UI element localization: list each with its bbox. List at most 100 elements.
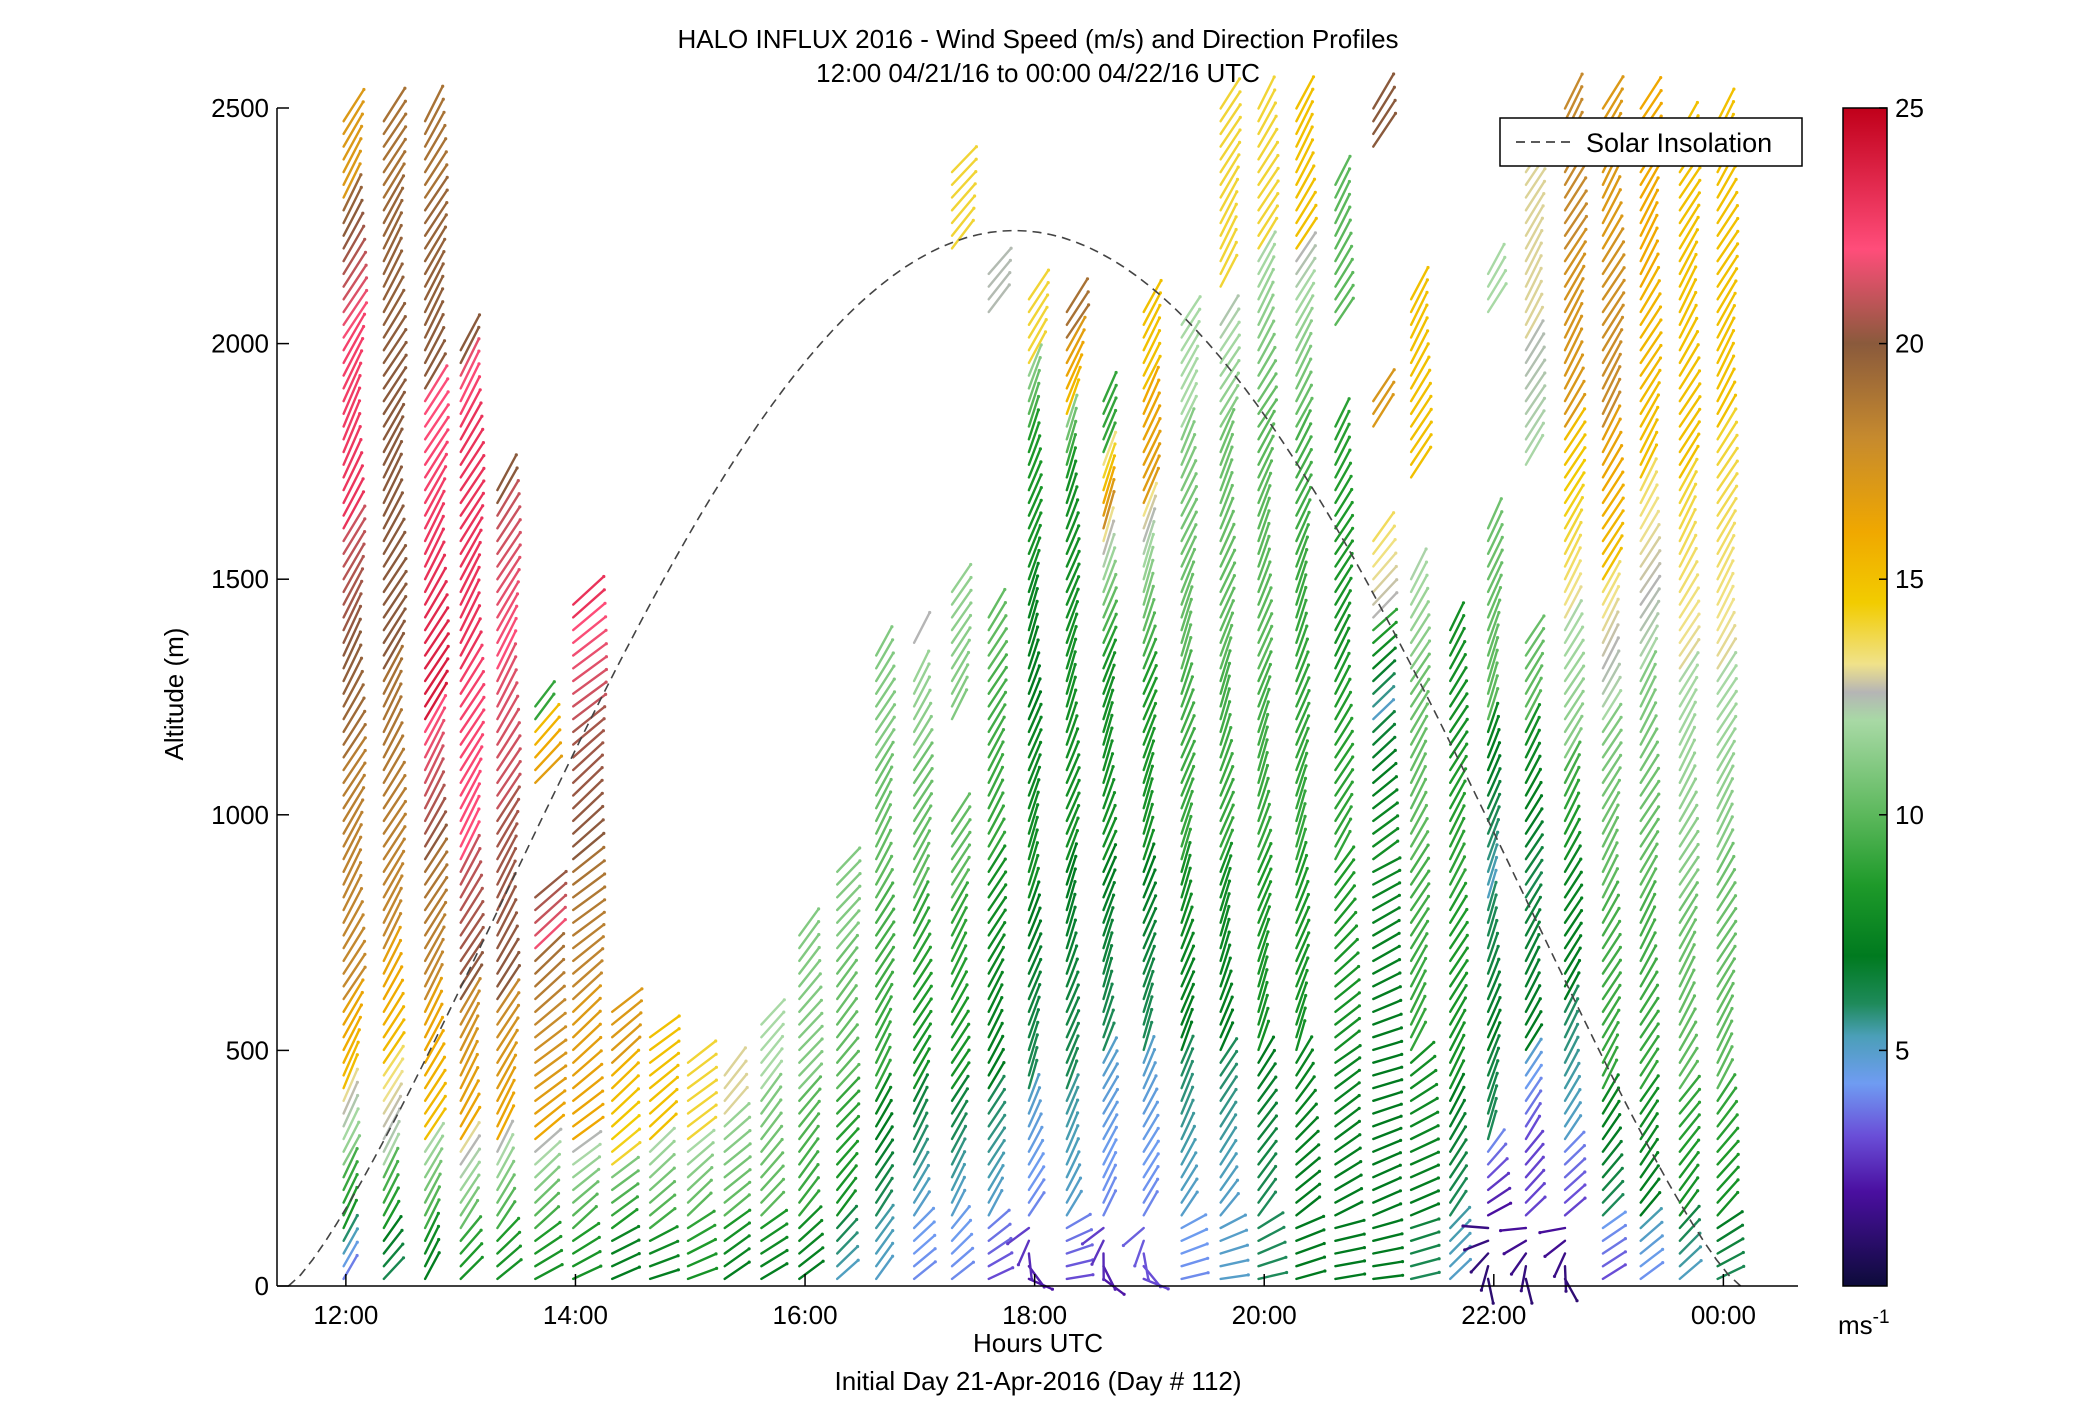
wind-barb-tip: [443, 123, 447, 128]
wind-barb-tip: [402, 402, 406, 407]
wind-barb: [1563, 289, 1584, 326]
wind-barb: [1563, 572, 1582, 606]
wind-barb: [1601, 1009, 1621, 1039]
wind-barb: [1639, 637, 1658, 670]
wind-barb-tip: [1272, 319, 1276, 323]
wind-barb-tip: [1039, 511, 1043, 515]
wind-barb-tip: [1110, 944, 1114, 948]
wind-barb: [1142, 689, 1158, 721]
wind-barb-tip: [1425, 714, 1429, 718]
wind-barb-tip: [363, 517, 367, 521]
wind-barb-tip: [675, 1075, 680, 1079]
wind-barb-tip: [599, 1264, 603, 1268]
wind-barb-tip: [363, 250, 368, 254]
wind-barb: [1027, 1008, 1040, 1039]
wind-barb: [1295, 435, 1313, 466]
wind-barb-tip: [1579, 1114, 1583, 1118]
wind-barb-tip: [1347, 409, 1351, 413]
wind-barb-tip: [355, 1147, 359, 1151]
wind-barb-tip: [477, 1147, 482, 1151]
wind-barb: [1601, 933, 1622, 963]
wind-barb: [1716, 790, 1734, 823]
wind-barb: [836, 1076, 860, 1103]
wind-barb-tip: [358, 617, 362, 621]
wind-barb: [912, 842, 930, 873]
wind-barb-tip: [1654, 701, 1658, 705]
wind-barb: [1510, 1252, 1528, 1276]
wind-barb-tip: [518, 530, 522, 535]
wind-barb: [1524, 422, 1545, 454]
wind-barb-tip: [357, 1120, 361, 1124]
wind-barb: [950, 894, 968, 924]
wind-barb-tip: [1584, 227, 1588, 231]
wind-barb: [723, 1115, 751, 1141]
wind-barb-tip: [1660, 1220, 1664, 1224]
wind-barb-tip: [1192, 727, 1196, 731]
wind-barb-tip: [1192, 714, 1196, 718]
wind-barb-tip: [1656, 1164, 1660, 1168]
wind-barb-tip: [1156, 1126, 1160, 1130]
wind-barb: [648, 1064, 680, 1090]
wind-barb-tip: [1229, 841, 1234, 846]
wind-barb-tip: [1238, 90, 1242, 94]
wind-barb: [342, 1147, 359, 1179]
wind-barb-tip: [1274, 1075, 1278, 1079]
wind-barb: [1639, 443, 1658, 479]
wind-barb: [1295, 1019, 1307, 1052]
wind-barb-tip: [714, 1115, 718, 1119]
wind-barb-tip: [1496, 1059, 1500, 1063]
wind-barb-tip: [1151, 969, 1155, 974]
wind-barb: [1219, 165, 1240, 199]
chart-subtitle: 12:00 04/21/16 to 00:00 04/22/16 UTC: [816, 58, 1260, 88]
wind-barb: [1257, 751, 1269, 784]
profile-column-20: [1080, 370, 1126, 1296]
wind-barb: [1180, 815, 1193, 848]
wind-barb: [342, 238, 366, 276]
wind-barb-tip: [1002, 817, 1006, 821]
wind-barb: [1678, 534, 1697, 568]
wind-barb-tip: [1732, 868, 1737, 872]
wind-barb-tip: [1495, 1084, 1499, 1088]
wind-barb: [1334, 589, 1352, 619]
profile-column-32: [1538, 72, 1588, 1303]
wind-barb-tip: [1462, 855, 1467, 859]
wind-barb-tip: [1038, 970, 1042, 974]
wind-barb-tip: [1077, 791, 1081, 795]
wind-barb: [987, 946, 1005, 975]
wind-barb: [1372, 368, 1396, 403]
wind-barb: [611, 1252, 641, 1268]
wind-barb-tip: [1503, 269, 1508, 273]
wind-barb-tip: [481, 491, 485, 495]
wind-barb-tip: [1272, 255, 1276, 259]
wind-barb: [723, 1142, 752, 1166]
wind-barb: [1678, 1163, 1700, 1192]
wind-barb: [1090, 1239, 1105, 1266]
wind-barb: [875, 1164, 894, 1192]
wind-barb: [836, 1231, 859, 1255]
wind-barb: [1295, 1062, 1315, 1090]
wind-barb-tip: [478, 977, 482, 981]
wind-barb: [1102, 506, 1115, 543]
wind-barb: [1601, 610, 1620, 644]
wind-barb-tip: [1152, 957, 1156, 961]
wind-barb-tip: [362, 786, 366, 790]
wind-barb-tip: [1494, 1109, 1498, 1113]
wind-barb-tip: [1073, 905, 1077, 909]
wind-barb: [1678, 1245, 1702, 1268]
wind-barb-tip: [1077, 549, 1081, 554]
wind-barb: [1257, 867, 1273, 899]
wind-barb-tip: [1003, 703, 1007, 707]
wind-barb: [1180, 1060, 1194, 1090]
wind-barb-tip: [481, 504, 485, 508]
wind-barb: [1295, 75, 1315, 110]
wind-barb-tip: [1357, 1119, 1361, 1123]
wind-barb: [1563, 215, 1588, 250]
wind-barb: [1102, 817, 1117, 848]
wind-barb-tip: [598, 1250, 602, 1254]
wind-barb-tip: [1538, 908, 1542, 912]
wind-barb-tip: [1657, 792, 1661, 796]
wind-barb-tip: [1112, 532, 1116, 537]
wind-barb-tip: [355, 1160, 359, 1164]
wind-barb-tip: [929, 792, 934, 796]
wind-barb: [1563, 946, 1582, 975]
